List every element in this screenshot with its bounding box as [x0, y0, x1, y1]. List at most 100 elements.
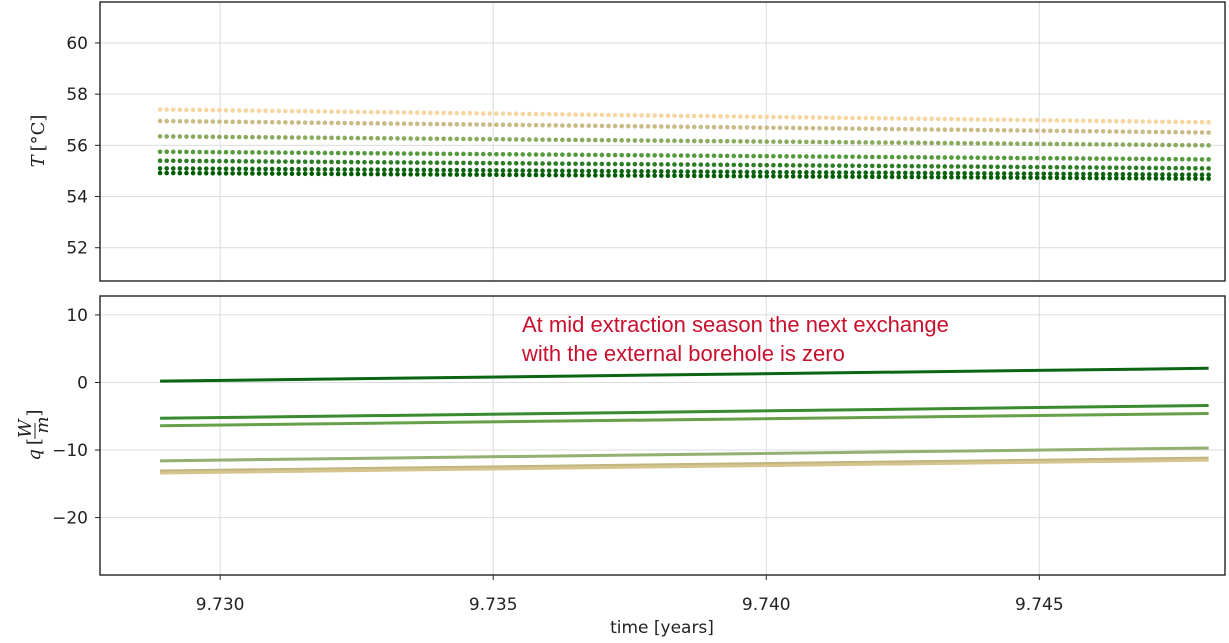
temperature-point — [322, 159, 328, 165]
temperature-point — [949, 140, 954, 146]
top-y-axis-label: T[°C] — [28, 115, 49, 168]
temperature-point — [856, 126, 862, 132]
temperature-point — [632, 161, 638, 167]
temperature-point — [263, 134, 268, 140]
temperature-point — [738, 162, 743, 168]
temperature-point — [632, 138, 638, 143]
temperature-point — [902, 140, 908, 146]
temperature-point — [625, 138, 631, 143]
temperature-point — [1067, 171, 1073, 177]
temperature-point — [995, 155, 1000, 161]
temperature-point — [876, 115, 882, 121]
temperature-point — [837, 139, 842, 145]
temperature-point — [652, 153, 657, 158]
temperature-point — [639, 152, 644, 158]
temperature-point — [428, 172, 433, 177]
temperature-point — [553, 123, 559, 128]
temperature-point — [1087, 128, 1093, 134]
temperature-point — [1008, 175, 1014, 180]
temperature-point — [797, 169, 803, 175]
temperature-point — [243, 150, 249, 155]
temperature-point — [494, 111, 499, 116]
temperature-point — [500, 137, 506, 142]
temperature-point — [203, 107, 209, 113]
temperature-point — [889, 170, 895, 176]
temperature-point — [540, 111, 545, 117]
temperature-point — [461, 172, 466, 177]
temperature-point — [645, 124, 651, 129]
temperature-point — [718, 114, 723, 119]
temperature-point — [658, 124, 664, 129]
heat-flux-line-6 — [160, 458, 1209, 475]
temperature-point — [296, 150, 301, 156]
temperature-point — [289, 135, 295, 140]
temperature-point — [414, 167, 420, 173]
temperature-point — [672, 138, 677, 144]
temperature-point — [494, 168, 499, 173]
temperature-point — [757, 139, 763, 144]
temperature-point — [810, 163, 816, 168]
temperature-point — [751, 153, 756, 159]
temperature-point — [263, 150, 268, 155]
temperature-point — [573, 137, 578, 143]
temperature-point — [421, 172, 427, 177]
temperature-point — [1193, 172, 1198, 177]
temperature-point — [184, 149, 189, 155]
temperature-point — [566, 172, 572, 178]
temperature-point — [909, 126, 915, 132]
temperature-point — [718, 162, 723, 168]
temperature-point — [850, 174, 855, 180]
temperature-point — [909, 174, 915, 180]
temperature-point — [560, 123, 565, 128]
temperature-point — [441, 167, 446, 173]
temperature-point — [1001, 117, 1007, 123]
heat-flux-line-4 — [160, 446, 1209, 463]
temperature-point — [250, 159, 255, 164]
temperature-point — [434, 151, 440, 157]
temperature-point — [1100, 171, 1106, 177]
temperature-point — [1133, 175, 1139, 181]
temperature-point — [520, 111, 526, 117]
temperature-point — [401, 160, 407, 165]
bottom-y-tick-label: −20 — [52, 509, 88, 529]
temperature-point — [527, 168, 532, 173]
temperature-point — [955, 174, 961, 180]
temperature-point — [335, 171, 341, 177]
temperature-point — [1179, 119, 1185, 125]
temperature-point — [665, 162, 671, 167]
temperature-point — [368, 109, 374, 115]
temperature-point — [368, 171, 374, 177]
temperature-point — [665, 153, 671, 158]
temperature-point — [863, 174, 868, 180]
temperature-point — [705, 162, 710, 168]
temperature-point — [335, 135, 341, 141]
temperature-point — [817, 154, 822, 159]
temperature-point — [1199, 176, 1205, 181]
temperature-point — [408, 151, 413, 156]
temperature-point — [922, 155, 928, 160]
temperature-point — [513, 111, 519, 117]
temperature-point — [302, 120, 308, 125]
temperature-point — [500, 168, 506, 173]
temperature-point — [434, 121, 440, 127]
temperature-point — [731, 173, 737, 179]
temperature-point — [1094, 171, 1099, 177]
temperature-point — [230, 158, 235, 164]
temperature-point — [724, 173, 730, 179]
temperature-point — [837, 115, 842, 121]
temperature-point — [665, 173, 671, 179]
temperature-point — [962, 155, 967, 160]
temperature-point — [685, 138, 690, 144]
temperature-point — [217, 166, 222, 172]
temperature-point — [757, 162, 763, 168]
temperature-point — [1028, 171, 1033, 176]
temperature-point — [949, 127, 954, 133]
temperature-point — [1100, 165, 1106, 170]
temperature-point — [434, 136, 440, 142]
temperature-point — [916, 127, 921, 132]
temperature-point — [843, 139, 849, 145]
temperature-point — [164, 118, 169, 124]
temperature-point — [579, 168, 585, 174]
temperature-point — [645, 138, 651, 143]
temperature-point — [658, 138, 664, 143]
